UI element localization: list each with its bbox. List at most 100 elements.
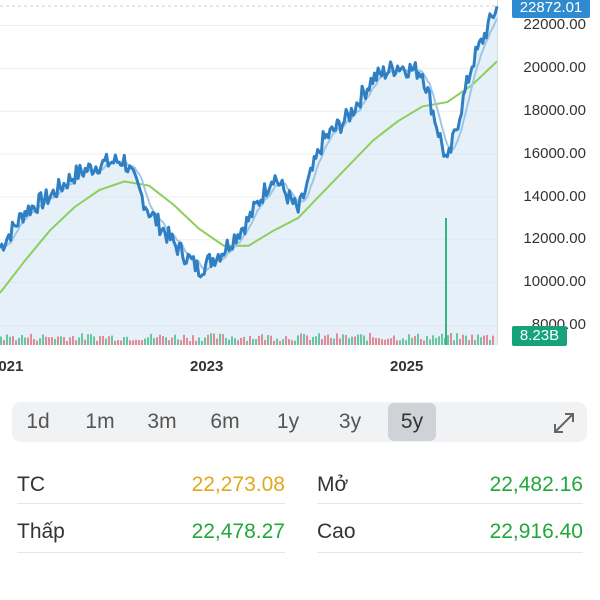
volume-bar [96, 340, 98, 345]
volume-bar [177, 339, 179, 345]
volume-bar [348, 338, 350, 345]
volume-bar [402, 338, 404, 345]
volume-bar [474, 340, 476, 345]
volume-bar [63, 337, 65, 345]
volume-bar [6, 334, 8, 345]
volume-bar [483, 335, 485, 345]
volume-bar [147, 337, 149, 345]
volume-bar [222, 334, 224, 345]
volume-bar [384, 339, 386, 345]
volume-bar [372, 337, 374, 345]
volume-bar [18, 337, 20, 345]
volume-bar [450, 333, 452, 345]
volume-bar [105, 338, 107, 345]
volume-bar [351, 336, 353, 345]
volume-bar [72, 336, 74, 345]
divider [17, 503, 285, 504]
volume-bar [135, 339, 137, 345]
x-tick-label: 2023 [190, 358, 224, 375]
volume-bar [84, 339, 86, 345]
volume-bar [246, 340, 248, 345]
volume-bar [393, 335, 395, 345]
low-label: Thấp [17, 520, 65, 543]
volume-bar [414, 335, 416, 345]
volume-bar [36, 340, 38, 345]
period-3y-button[interactable]: 3y [338, 410, 362, 433]
moving-average-long-line [0, 60, 498, 294]
volume-bar [132, 340, 134, 345]
period-1d-button[interactable]: 1d [26, 410, 50, 433]
low-value: 22,478.27 [191, 520, 285, 543]
volume-bar [120, 340, 122, 345]
volume-bar [333, 338, 335, 345]
open-label: Mở [317, 473, 349, 496]
volume-bar [195, 340, 197, 345]
volume-bar [426, 335, 428, 345]
volume-bar [108, 336, 110, 345]
volume-bar [462, 334, 464, 345]
volume-bar [69, 337, 71, 345]
expand-icon[interactable] [551, 410, 577, 436]
volume-bar [171, 337, 173, 345]
volume-bar [363, 335, 365, 345]
period-5y-button[interactable]: 5y [388, 403, 436, 441]
volume-bar [279, 340, 281, 345]
period-3m-button[interactable]: 3m [147, 410, 177, 433]
volume-bar [111, 335, 113, 345]
divider [17, 552, 285, 553]
y-tick-label: 20000.00 [523, 59, 586, 76]
volume-bar [420, 339, 422, 345]
volume-bar [489, 339, 491, 345]
volume-bar [15, 340, 17, 345]
y-tick-label: 14000.00 [523, 188, 586, 205]
volume-bar [396, 340, 398, 345]
volume-bar [321, 339, 323, 345]
volume-bar [192, 335, 194, 345]
price-chart[interactable]: 22872.01 22000.00 20000.00 18000.00 1600… [0, 0, 600, 390]
volume-bar [174, 334, 176, 345]
volume-bar [309, 339, 311, 345]
volume-bar [159, 334, 161, 345]
volume-bar [201, 340, 203, 345]
volume-bar [465, 335, 467, 345]
volume-bar [432, 335, 434, 345]
volume-bar [315, 336, 317, 345]
volume-bar [3, 340, 5, 345]
volume-bar [117, 340, 119, 345]
chart-canvas [0, 0, 499, 346]
divider [317, 503, 583, 504]
divider [317, 552, 583, 553]
volume-bar [144, 338, 146, 345]
volume-bar [270, 335, 272, 345]
volume-bar [150, 333, 152, 345]
period-6m-button[interactable]: 6m [210, 410, 240, 433]
volume-bar [297, 335, 299, 345]
volume-bar [300, 333, 302, 345]
volume-bar [288, 338, 290, 345]
period-selector: 1d 1m 3m 6m 1y 3y 5y [12, 402, 587, 442]
volume-bar [447, 335, 449, 345]
volume-bar [405, 340, 407, 345]
volume-bar [282, 339, 284, 345]
volume-bar [129, 340, 131, 345]
volume-bar [33, 339, 35, 345]
x-tick-label: 2025 [390, 358, 424, 375]
volume-bar [417, 333, 419, 345]
volume-bar [231, 336, 233, 345]
period-1m-button[interactable]: 1m [85, 410, 115, 433]
volume-bar [9, 336, 11, 345]
volume-bar [477, 334, 479, 345]
volume-bar [123, 337, 125, 345]
volume-bar [435, 338, 437, 345]
volume-bar [54, 339, 56, 345]
volume-bar [207, 334, 209, 345]
volume-bar [306, 335, 308, 345]
period-1y-button[interactable]: 1y [276, 410, 300, 433]
y-tick-label: 22000.00 [523, 16, 586, 33]
volume-bar [204, 337, 206, 345]
volume-bar [219, 333, 221, 345]
volume-bar [468, 340, 470, 345]
volume-bar [303, 333, 305, 345]
high-value: 22,916.40 [489, 520, 583, 543]
y-tick-label: 10000.00 [523, 273, 586, 290]
